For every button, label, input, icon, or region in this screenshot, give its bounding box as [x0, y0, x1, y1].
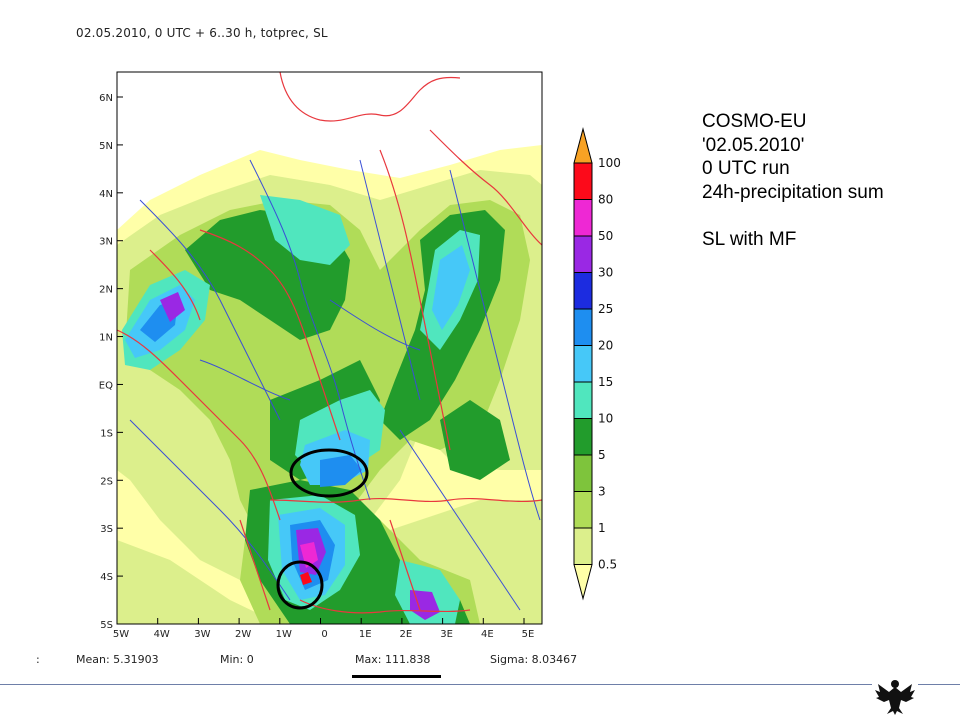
max-underline: [352, 675, 441, 678]
lon-tick-label: 0: [321, 629, 327, 640]
colorbar-level-label: 100: [598, 156, 621, 170]
precip-band-100: [300, 572, 312, 585]
colorbar-segment: [573, 418, 593, 456]
lon-tick-label: 3W: [194, 629, 210, 640]
lat-tick-label: 2S: [100, 476, 113, 487]
colorbar-segment: [573, 345, 593, 383]
colorbar-segment: [573, 162, 593, 200]
colorbar-level-label: 15: [598, 375, 613, 389]
precipitation-field: [117, 72, 542, 624]
lon-tick-label: 5E: [522, 629, 535, 640]
caption-line-run: 0 UTC run: [702, 158, 790, 179]
colorbar-level-label: 1: [598, 521, 606, 535]
caption-line-date: '02.05.2010': [702, 134, 805, 156]
lat-tick-label: 3S: [100, 524, 113, 535]
lon-tick-label: 2W: [235, 629, 251, 640]
lon-tick-label: 2E: [400, 629, 413, 640]
stats-max: Max: 111.838: [355, 653, 431, 666]
lat-tick-label: 6N: [99, 93, 113, 104]
colorbar-segment: [573, 308, 593, 346]
annotation-circle-lower: [276, 560, 324, 610]
map-frame: [116, 71, 543, 625]
lon-tick-label: 3E: [440, 629, 453, 640]
colorbar-segment: [573, 454, 593, 492]
colorbar-level-label: 0.5: [598, 558, 617, 572]
colorbar-segment: [573, 491, 593, 529]
longitude-axis: 5W 4W 3W 2W 1W 0 1E 2E 3E 4E 5E: [113, 618, 534, 640]
lon-tick-label: 4W: [154, 629, 170, 640]
lon-tick-label: 1W: [276, 629, 292, 640]
lat-tick-label: 5S: [100, 620, 113, 631]
colorbar-segment: [573, 199, 593, 237]
lat-tick-label: 2N: [99, 285, 113, 296]
lat-tick-label: 3N: [99, 237, 113, 248]
lon-tick-label: 5W: [113, 629, 129, 640]
latitude-axis: 6N 5N 4N 3N 2N 1N EQ 1S 2S 3S 4S 5S: [99, 93, 123, 631]
colorbar-arrow-bottom: [573, 564, 593, 601]
figure-caption: COSMO-EU '02.05.2010' 0 UTC run 24h-prec…: [702, 110, 884, 251]
country-borders: [117, 72, 542, 614]
lat-tick-label: 4S: [100, 572, 113, 583]
colorbar-level-label: 80: [598, 193, 613, 207]
colorbar-level-label: 5: [598, 448, 606, 462]
caption-line-blank: [702, 204, 884, 228]
colorbar-level-label: 10: [598, 412, 613, 426]
precip-band-50: [160, 292, 185, 322]
caption-line-scheme: SL with MF: [702, 228, 797, 250]
colorbar-level-label: 30: [598, 266, 613, 280]
colorbar-level-label: 25: [598, 302, 613, 316]
river-network: [129, 159, 541, 611]
stats-prefix: :: [36, 653, 40, 666]
colorbar-arrow-top: [573, 127, 593, 164]
stats-min: Min: 0: [220, 653, 254, 666]
map-title: 02.05.2010, 0 UTC + 6..30 h, totprec, SL: [76, 26, 328, 40]
colorbar-segment: [573, 527, 593, 565]
annotation-circle-upper: [289, 448, 369, 498]
lat-tick-label: 1S: [100, 428, 113, 439]
stats-mean: Mean: 5.31903: [76, 653, 159, 666]
lat-tick-label: EQ: [99, 380, 113, 391]
colorbar-level-label: 50: [598, 229, 613, 243]
lon-tick-label: 1E: [359, 629, 372, 640]
colorbar-level-label: 20: [598, 339, 613, 353]
federal-eagle-logo: [872, 676, 918, 716]
caption-line-quantity: 24h-precipitation sum: [702, 181, 884, 203]
colorbar-level-label: 3: [598, 485, 606, 499]
caption-line-model: COSMO-EU: [702, 111, 807, 132]
colorbar-segment: [573, 381, 593, 419]
lat-tick-label: 4N: [99, 189, 113, 200]
colorbar-segment: [573, 272, 593, 310]
colorbar: 0.5 1 3 5 10 15 20 25 30 50 80 100: [573, 127, 621, 601]
lon-tick-label: 4E: [481, 629, 494, 640]
footer-divider: [0, 684, 960, 685]
lat-tick-label: 1N: [99, 333, 113, 344]
stats-sigma: Sigma: 8.03467: [490, 653, 578, 666]
lat-tick-label: 5N: [99, 141, 113, 152]
colorbar-segment: [573, 235, 593, 273]
